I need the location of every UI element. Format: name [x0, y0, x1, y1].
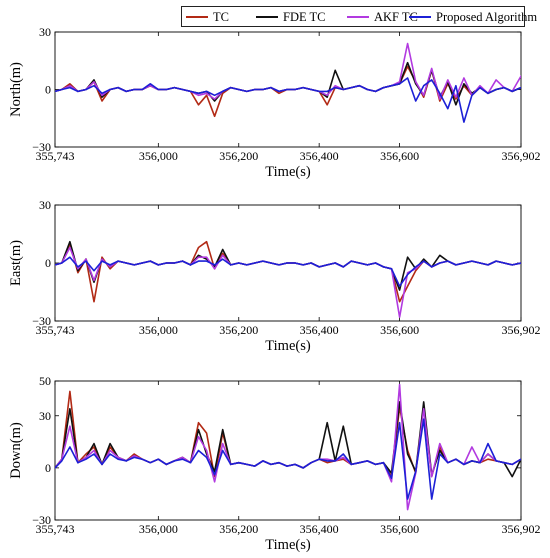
east-xtick-label: 356,200 [219, 323, 258, 337]
down-series-group [55, 383, 521, 511]
down-xtick-label: 356,600 [380, 522, 419, 536]
north-xtick-label: 356,000 [139, 149, 178, 163]
down-xtick-label: 356,400 [300, 522, 339, 536]
east-ylabel: East(m) [8, 240, 24, 286]
legend-swatch-akf-tc [347, 16, 369, 18]
legend: TC FDE TC AKF TC Proposed Algorithm [181, 6, 537, 27]
east-ytick-label: 30 [39, 198, 51, 212]
east-xtick-label: 356,400 [300, 323, 339, 337]
down-ytick-label: 30 [39, 409, 51, 423]
chart-north: 355,743 356,000 356,200 356,400 356,600 356,9… [8, 25, 541, 180]
east-series-proposed [55, 256, 521, 288]
east-xtick-label: 356,600 [380, 323, 419, 337]
east-series-tc [55, 240, 521, 303]
legend-label-proposed: Proposed Algorithm [436, 9, 538, 24]
legend-swatch-fde-tc [256, 16, 278, 18]
legend-item-fde-tc: FDE TC [256, 9, 326, 25]
east-ytick-label: 0 [45, 256, 51, 270]
legend-swatch-proposed [409, 16, 431, 18]
down-plot-frame [54, 380, 522, 521]
down-xtick-label: 356,200 [219, 522, 258, 536]
down-xtick-label: 356,000 [139, 522, 178, 536]
down-xtick-label: 356,902 [502, 522, 541, 536]
north-xtick-label: 356,600 [380, 149, 419, 163]
east-xlabel: Time(s) [265, 338, 311, 354]
north-xlabel: Time(s) [265, 164, 311, 180]
east-xtick-label: 355,743 [36, 323, 75, 337]
down-ytick-label: 0 [45, 461, 51, 475]
down-xtick-label: 355,743 [36, 522, 75, 536]
down-ytick-label: 50 [39, 374, 51, 388]
north-ylabel: North(m) [8, 62, 24, 117]
down-series-akf-tc [55, 383, 521, 511]
north-ytick-label: −30 [32, 140, 51, 154]
north-ytick-label: 30 [39, 25, 51, 39]
north-xtick-label: 356,200 [219, 149, 258, 163]
east-series-fde-tc [55, 240, 521, 291]
east-xtick-label: 356,902 [502, 323, 541, 337]
north-series-group [55, 42, 521, 123]
legend-label-fde-tc: FDE TC [283, 9, 326, 24]
legend-item-akf-tc: AKF TC [347, 9, 418, 25]
chart-east: 355,743 356,000 356,200 356,400 356,600 356,9… [8, 198, 541, 354]
north-xtick-label: 356,400 [300, 149, 339, 163]
north-xtick-label: 355,743 [36, 149, 75, 163]
east-ytick-label: −30 [32, 314, 51, 328]
east-series-group [55, 240, 521, 318]
legend-item-tc: TC [186, 9, 229, 25]
down-xlabel: Time(s) [265, 537, 311, 553]
north-ytick-label: 0 [45, 83, 51, 97]
down-ylabel: Down(m) [8, 422, 24, 479]
legend-swatch-tc [186, 16, 208, 18]
legend-label-akf-tc: AKF TC [374, 9, 418, 24]
chart-down: 355,743 356,000 356,200 356,400 356,600 356,9… [8, 374, 541, 553]
legend-item-proposed: Proposed Algorithm [409, 9, 537, 25]
down-series-proposed [55, 418, 521, 500]
east-xtick-label: 356,000 [139, 323, 178, 337]
east-series-akf-tc [55, 246, 521, 318]
north-series-proposed [55, 77, 521, 123]
legend-label-tc: TC [213, 9, 229, 24]
down-series-tc [55, 390, 521, 478]
north-xtick-label: 356,902 [502, 149, 541, 163]
down-ytick-label: −30 [32, 513, 51, 527]
